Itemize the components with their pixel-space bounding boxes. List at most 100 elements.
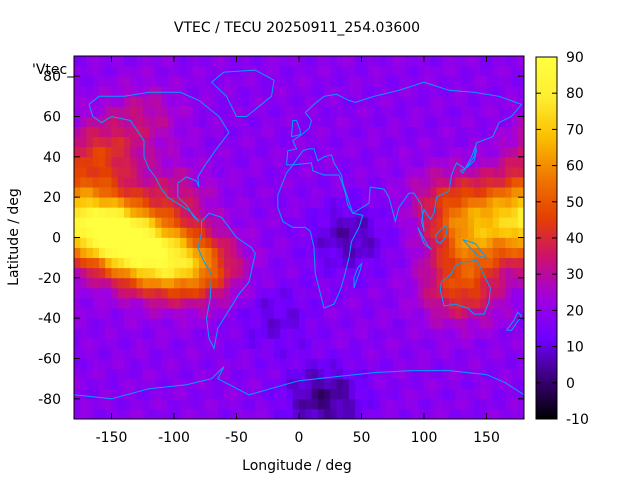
heatmap-cell — [430, 146, 437, 158]
heatmap-cell — [374, 378, 381, 390]
heatmap-cell — [136, 358, 144, 369]
heatmap-cell — [311, 247, 319, 259]
heatmap-cell — [92, 126, 100, 138]
heatmap-cell — [174, 106, 181, 117]
heatmap-cell — [399, 166, 406, 178]
heatmap-cell — [449, 187, 456, 198]
heatmap-cell — [455, 116, 462, 127]
heatmap-cell — [236, 217, 244, 228]
heatmap-cell — [386, 116, 394, 127]
heatmap-cell — [205, 348, 212, 359]
heatmap-cell — [517, 56, 525, 67]
heatmap-cell — [286, 136, 294, 148]
heatmap-cell — [255, 116, 262, 127]
heatmap-cell — [336, 378, 344, 390]
heatmap-cell — [442, 388, 450, 400]
heatmap-cell — [311, 408, 319, 420]
heatmap-cell — [305, 308, 312, 319]
heatmap-cell — [174, 156, 181, 168]
heatmap-cell — [449, 126, 456, 138]
heatmap-cell — [380, 348, 387, 359]
heatmap-cell — [392, 146, 400, 158]
heatmap-cell — [149, 338, 156, 349]
heatmap-cell — [74, 398, 81, 410]
heatmap-cell — [217, 298, 225, 309]
heatmap-cell — [99, 126, 106, 138]
x-axis-label: Longitude / deg — [242, 458, 352, 474]
heatmap-cell — [424, 308, 431, 319]
heatmap-cell — [361, 76, 369, 87]
heatmap-cell — [205, 187, 212, 198]
heatmap-cell — [330, 116, 337, 127]
heatmap-cell — [92, 217, 100, 228]
heatmap-cell — [480, 298, 487, 309]
heatmap-cell — [167, 96, 175, 107]
y-tick-label: 40 — [43, 150, 61, 166]
heatmap-cell — [405, 136, 412, 148]
heatmap-cell — [242, 156, 250, 168]
heatmap-cell — [230, 287, 237, 299]
heatmap-cell — [467, 56, 475, 67]
heatmap-cell — [467, 136, 475, 148]
heatmap-cell — [136, 308, 144, 319]
heatmap-cell — [130, 338, 137, 349]
heatmap-cell — [511, 378, 519, 390]
heatmap-cell — [255, 86, 262, 97]
heatmap-cell — [480, 257, 487, 269]
heatmap-cell — [86, 277, 94, 289]
heatmap-cell — [367, 308, 375, 319]
heatmap-cell — [111, 267, 119, 279]
heatmap-cell — [111, 197, 119, 208]
heatmap-cell — [274, 308, 281, 319]
heatmap-cell — [424, 277, 431, 289]
heatmap-cell — [411, 398, 419, 410]
heatmap-cell — [205, 237, 212, 248]
heatmap-cell — [511, 267, 519, 279]
heatmap-cell — [517, 318, 525, 329]
heatmap-cell — [374, 227, 381, 238]
heatmap-cell — [486, 398, 494, 410]
heatmap-cell — [349, 56, 356, 67]
heatmap-cell — [261, 328, 269, 339]
heatmap-cell — [167, 388, 175, 400]
heatmap-cell — [317, 136, 325, 148]
heatmap-cell — [286, 86, 294, 97]
heatmap-cell — [249, 257, 256, 269]
heatmap-cell — [480, 227, 487, 238]
heatmap-cell — [155, 96, 162, 107]
heatmap-cell — [267, 358, 275, 369]
heatmap-cell — [192, 227, 200, 238]
heatmap-cell — [499, 348, 506, 359]
heatmap-cell — [167, 146, 175, 158]
heatmap-cell — [230, 328, 237, 339]
heatmap-cell — [505, 207, 512, 218]
heatmap-cell — [380, 197, 387, 208]
heatmap-cell — [449, 358, 456, 369]
heatmap-cell — [92, 328, 100, 339]
heatmap-cell — [511, 76, 519, 87]
heatmap-cell — [124, 136, 131, 148]
heatmap-cell — [317, 116, 325, 127]
heatmap-cell — [99, 66, 106, 77]
heatmap-cell — [467, 247, 475, 259]
heatmap-cell — [349, 217, 356, 228]
heatmap-cell — [505, 267, 512, 279]
heatmap-cell — [399, 237, 406, 248]
heatmap-cell — [155, 126, 162, 138]
heatmap-cell — [105, 247, 112, 259]
heatmap-cell — [117, 287, 125, 299]
heatmap-cell — [99, 146, 106, 158]
heatmap-cell — [261, 398, 269, 410]
heatmap-cell — [399, 187, 406, 198]
heatmap-cell — [167, 76, 175, 87]
heatmap-cell — [317, 106, 325, 117]
heatmap-cell — [99, 287, 106, 299]
heatmap-cell — [80, 197, 87, 208]
heatmap-cells — [74, 56, 525, 420]
heatmap-cell — [186, 298, 194, 309]
heatmap-cell — [436, 388, 444, 400]
heatmap-cell — [467, 368, 475, 380]
heatmap-cell — [117, 388, 125, 400]
heatmap-cell — [430, 328, 437, 339]
heatmap-cell — [361, 257, 369, 269]
